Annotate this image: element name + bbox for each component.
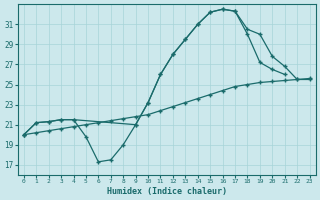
X-axis label: Humidex (Indice chaleur): Humidex (Indice chaleur) [107,187,227,196]
